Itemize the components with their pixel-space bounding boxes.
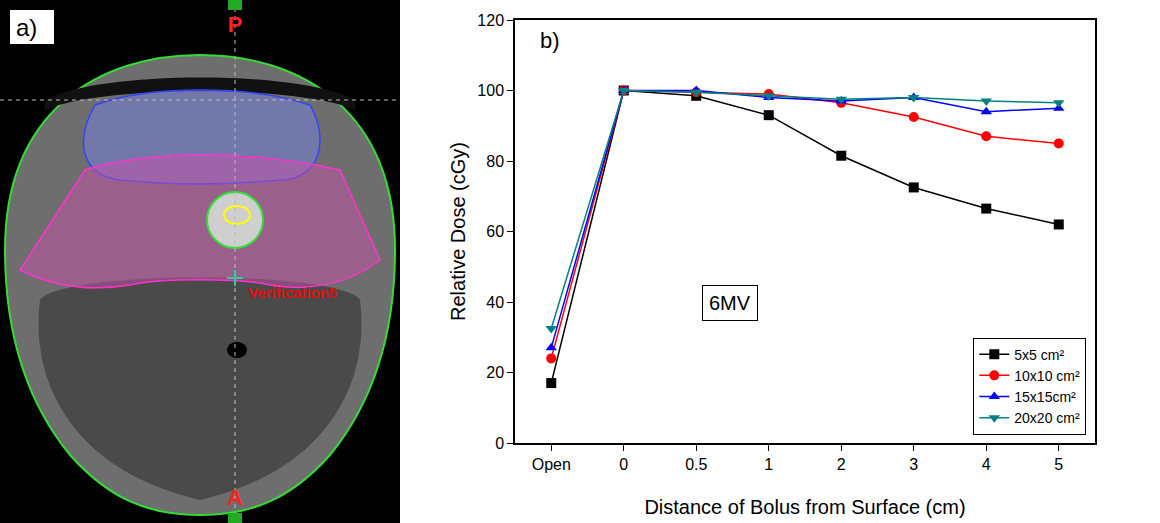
svg-text:0.5: 0.5 — [685, 456, 707, 473]
svg-text:0: 0 — [495, 435, 504, 452]
svg-text:a): a) — [16, 14, 37, 41]
svg-text:60: 60 — [486, 223, 504, 240]
svg-text:3: 3 — [909, 456, 918, 473]
svg-text:120: 120 — [477, 12, 504, 29]
svg-text:2: 2 — [837, 456, 846, 473]
svg-text:P: P — [228, 12, 243, 37]
svg-text:Open: Open — [532, 456, 571, 473]
svg-text:Verification5: Verification5 — [248, 284, 337, 301]
svg-text:b): b) — [540, 28, 560, 53]
svg-text:Distance of Bolus from Surface: Distance of Bolus from Surface (cm) — [644, 496, 965, 518]
svg-text:0: 0 — [619, 456, 628, 473]
svg-text:40: 40 — [486, 294, 504, 311]
svg-text:5: 5 — [1054, 456, 1063, 473]
svg-text:5x5 cm²: 5x5 cm² — [1014, 347, 1064, 363]
svg-text:20: 20 — [486, 364, 504, 381]
svg-text:A: A — [227, 485, 243, 510]
svg-text:15x15cm²: 15x15cm² — [1014, 389, 1076, 405]
svg-text:4: 4 — [982, 456, 991, 473]
svg-text:100: 100 — [477, 82, 504, 99]
svg-text:Relative Dose (cGy): Relative Dose (cGy) — [447, 142, 469, 321]
svg-text:6MV: 6MV — [709, 292, 751, 314]
svg-text:10x10 cm²: 10x10 cm² — [1014, 368, 1080, 384]
svg-text:80: 80 — [486, 153, 504, 170]
svg-text:20x20 cm²: 20x20 cm² — [1014, 410, 1080, 426]
svg-text:1: 1 — [764, 456, 773, 473]
